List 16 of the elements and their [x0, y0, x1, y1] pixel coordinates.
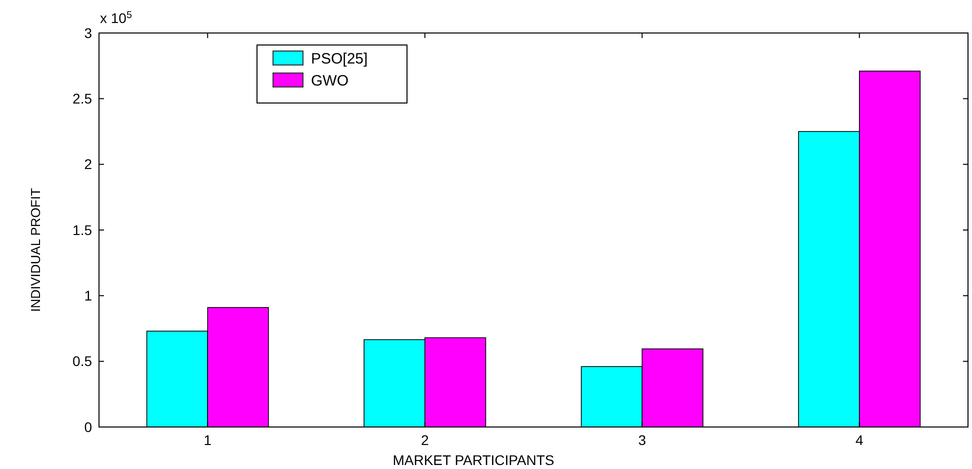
x-tick-label: 4 — [855, 432, 864, 448]
y-tick-label: 1 — [84, 288, 92, 304]
x-tick-label: 1 — [204, 432, 212, 448]
y-tick-label: 2 — [84, 156, 92, 172]
x-tick-label: 3 — [638, 432, 646, 448]
x-tick-label: 2 — [420, 432, 429, 448]
y-tick-label: 1.5 — [72, 222, 92, 238]
y-axis-title: INDIVIDUAL PROFIT — [28, 188, 43, 312]
y-tick-label: 0.5 — [72, 353, 92, 370]
legend-label: GWO — [311, 72, 348, 90]
y-tick-label: 0 — [84, 418, 92, 435]
legend-label: PSO[25] — [311, 50, 368, 68]
y-tick-label: 2.5 — [72, 90, 92, 107]
y-tick-label: 3 — [84, 24, 92, 41]
x-axis-title: MARKET PARTICIPANTS — [392, 452, 554, 468]
text: x 10$^{5}$ — [100, 10, 132, 26]
